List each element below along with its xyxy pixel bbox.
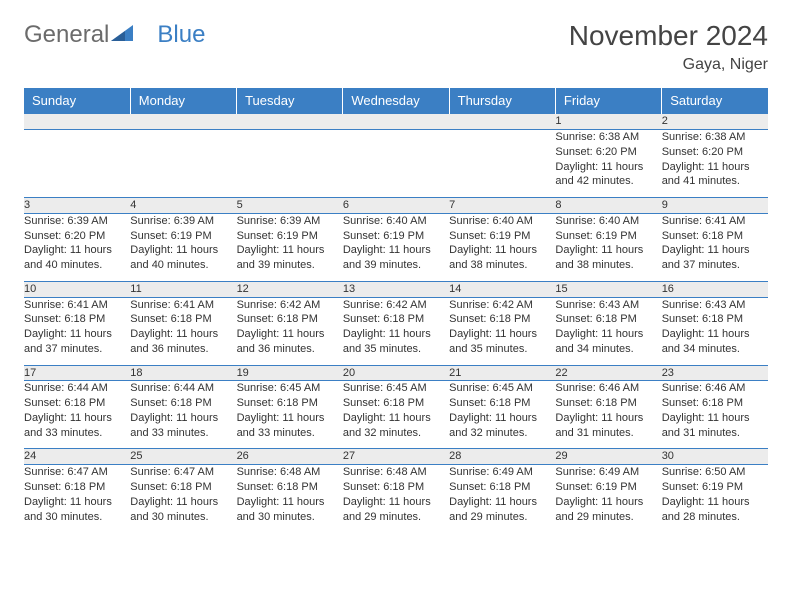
day-header: Monday bbox=[130, 88, 236, 114]
day-number: 20 bbox=[343, 365, 449, 381]
day-number: 10 bbox=[24, 281, 130, 297]
day-info: Sunrise: 6:45 AMSunset: 6:18 PMDaylight:… bbox=[237, 381, 343, 449]
day-info: Sunrise: 6:44 AMSunset: 6:18 PMDaylight:… bbox=[130, 381, 236, 449]
day-number bbox=[130, 114, 236, 130]
day-number: 8 bbox=[555, 197, 661, 213]
day-info: Sunrise: 6:49 AMSunset: 6:18 PMDaylight:… bbox=[449, 465, 555, 533]
week-info-row: Sunrise: 6:38 AMSunset: 6:20 PMDaylight:… bbox=[24, 129, 768, 197]
day-number: 21 bbox=[449, 365, 555, 381]
day-number: 16 bbox=[662, 281, 768, 297]
day-number: 6 bbox=[343, 197, 449, 213]
day-number: 18 bbox=[130, 365, 236, 381]
day-info: Sunrise: 6:49 AMSunset: 6:19 PMDaylight:… bbox=[555, 465, 661, 533]
day-number: 3 bbox=[24, 197, 130, 213]
day-number: 17 bbox=[24, 365, 130, 381]
day-number: 1 bbox=[555, 114, 661, 130]
day-info: Sunrise: 6:39 AMSunset: 6:19 PMDaylight:… bbox=[237, 213, 343, 281]
day-header: Sunday bbox=[24, 88, 130, 114]
day-number bbox=[24, 114, 130, 130]
day-number: 26 bbox=[237, 449, 343, 465]
day-number bbox=[237, 114, 343, 130]
calendar-body: 12 Sunrise: 6:38 AMSunset: 6:20 PMDaylig… bbox=[24, 114, 768, 533]
day-number bbox=[449, 114, 555, 130]
week-daynum-row: 24252627282930 bbox=[24, 449, 768, 465]
day-info: Sunrise: 6:40 AMSunset: 6:19 PMDaylight:… bbox=[343, 213, 449, 281]
week-info-row: Sunrise: 6:47 AMSunset: 6:18 PMDaylight:… bbox=[24, 465, 768, 533]
day-info: Sunrise: 6:40 AMSunset: 6:19 PMDaylight:… bbox=[449, 213, 555, 281]
day-info: Sunrise: 6:41 AMSunset: 6:18 PMDaylight:… bbox=[24, 297, 130, 365]
day-info: Sunrise: 6:45 AMSunset: 6:18 PMDaylight:… bbox=[343, 381, 449, 449]
day-number: 11 bbox=[130, 281, 236, 297]
day-info: Sunrise: 6:44 AMSunset: 6:18 PMDaylight:… bbox=[24, 381, 130, 449]
day-number: 25 bbox=[130, 449, 236, 465]
week-daynum-row: 3456789 bbox=[24, 197, 768, 213]
week-info-row: Sunrise: 6:39 AMSunset: 6:20 PMDaylight:… bbox=[24, 213, 768, 281]
day-info bbox=[237, 129, 343, 197]
day-info bbox=[24, 129, 130, 197]
day-header: Saturday bbox=[662, 88, 768, 114]
day-info: Sunrise: 6:41 AMSunset: 6:18 PMDaylight:… bbox=[130, 297, 236, 365]
day-number: 24 bbox=[24, 449, 130, 465]
day-header: Tuesday bbox=[237, 88, 343, 114]
day-info: Sunrise: 6:38 AMSunset: 6:20 PMDaylight:… bbox=[662, 129, 768, 197]
day-header: Thursday bbox=[449, 88, 555, 114]
logo-triangle-icon bbox=[111, 20, 133, 48]
day-info: Sunrise: 6:43 AMSunset: 6:18 PMDaylight:… bbox=[662, 297, 768, 365]
day-info: Sunrise: 6:42 AMSunset: 6:18 PMDaylight:… bbox=[343, 297, 449, 365]
day-info: Sunrise: 6:46 AMSunset: 6:18 PMDaylight:… bbox=[555, 381, 661, 449]
logo-text-gray: General bbox=[24, 21, 109, 49]
week-info-row: Sunrise: 6:44 AMSunset: 6:18 PMDaylight:… bbox=[24, 381, 768, 449]
day-info: Sunrise: 6:40 AMSunset: 6:19 PMDaylight:… bbox=[555, 213, 661, 281]
day-number: 14 bbox=[449, 281, 555, 297]
week-daynum-row: 12 bbox=[24, 114, 768, 130]
day-header: Wednesday bbox=[343, 88, 449, 114]
day-number: 7 bbox=[449, 197, 555, 213]
logo-text-blue: Blue bbox=[157, 21, 205, 49]
day-info bbox=[343, 129, 449, 197]
calendar-table: SundayMondayTuesdayWednesdayThursdayFrid… bbox=[24, 88, 768, 533]
day-number: 13 bbox=[343, 281, 449, 297]
day-number: 30 bbox=[662, 449, 768, 465]
day-number: 9 bbox=[662, 197, 768, 213]
day-info: Sunrise: 6:46 AMSunset: 6:18 PMDaylight:… bbox=[662, 381, 768, 449]
day-info: Sunrise: 6:47 AMSunset: 6:18 PMDaylight:… bbox=[130, 465, 236, 533]
day-info: Sunrise: 6:39 AMSunset: 6:19 PMDaylight:… bbox=[130, 213, 236, 281]
week-info-row: Sunrise: 6:41 AMSunset: 6:18 PMDaylight:… bbox=[24, 297, 768, 365]
day-info: Sunrise: 6:45 AMSunset: 6:18 PMDaylight:… bbox=[449, 381, 555, 449]
day-info: Sunrise: 6:39 AMSunset: 6:20 PMDaylight:… bbox=[24, 213, 130, 281]
day-number: 23 bbox=[662, 365, 768, 381]
day-number: 28 bbox=[449, 449, 555, 465]
page-title: November 2024 bbox=[569, 20, 768, 52]
week-daynum-row: 17181920212223 bbox=[24, 365, 768, 381]
day-number: 27 bbox=[343, 449, 449, 465]
day-info: Sunrise: 6:43 AMSunset: 6:18 PMDaylight:… bbox=[555, 297, 661, 365]
day-info bbox=[130, 129, 236, 197]
day-info: Sunrise: 6:42 AMSunset: 6:18 PMDaylight:… bbox=[449, 297, 555, 365]
day-number: 5 bbox=[237, 197, 343, 213]
day-number bbox=[343, 114, 449, 130]
title-block: November 2024 Gaya, Niger bbox=[569, 20, 768, 84]
day-info: Sunrise: 6:48 AMSunset: 6:18 PMDaylight:… bbox=[343, 465, 449, 533]
week-daynum-row: 10111213141516 bbox=[24, 281, 768, 297]
day-number: 4 bbox=[130, 197, 236, 213]
day-header: Friday bbox=[555, 88, 661, 114]
day-info: Sunrise: 6:38 AMSunset: 6:20 PMDaylight:… bbox=[555, 129, 661, 197]
day-header-row: SundayMondayTuesdayWednesdayThursdayFrid… bbox=[24, 88, 768, 114]
day-number: 19 bbox=[237, 365, 343, 381]
day-info: Sunrise: 6:47 AMSunset: 6:18 PMDaylight:… bbox=[24, 465, 130, 533]
day-info: Sunrise: 6:48 AMSunset: 6:18 PMDaylight:… bbox=[237, 465, 343, 533]
day-number: 29 bbox=[555, 449, 661, 465]
day-info bbox=[449, 129, 555, 197]
location-label: Gaya, Niger bbox=[569, 56, 768, 74]
day-info: Sunrise: 6:42 AMSunset: 6:18 PMDaylight:… bbox=[237, 297, 343, 365]
day-number: 2 bbox=[662, 114, 768, 130]
day-info: Sunrise: 6:41 AMSunset: 6:18 PMDaylight:… bbox=[662, 213, 768, 281]
day-number: 15 bbox=[555, 281, 661, 297]
day-number: 22 bbox=[555, 365, 661, 381]
header: General Blue November 2024 Gaya, Niger bbox=[24, 20, 768, 84]
day-info: Sunrise: 6:50 AMSunset: 6:19 PMDaylight:… bbox=[662, 465, 768, 533]
logo: General Blue bbox=[24, 20, 205, 50]
day-number: 12 bbox=[237, 281, 343, 297]
